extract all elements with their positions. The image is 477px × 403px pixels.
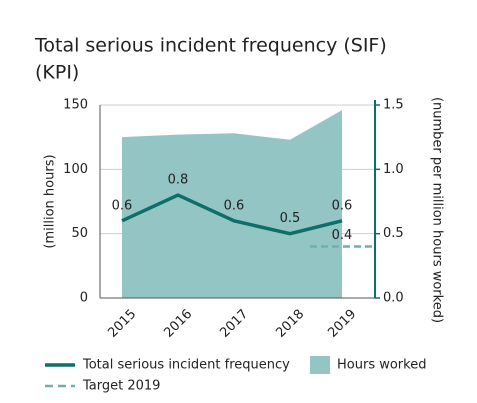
chart-title: (KPI) [35, 62, 79, 84]
y2-tick-label: 0.0 [383, 291, 404, 306]
y2-tick-label: 0.5 [383, 226, 404, 241]
y-axis-label: (million hours) [43, 154, 58, 248]
data-label: 0.6 [224, 198, 245, 213]
legend-swatch [310, 356, 330, 374]
line [121, 193, 343, 236]
data-label: 0.6 [332, 198, 353, 213]
y-tick-label: 150 [63, 98, 88, 113]
data-label: 0.6 [112, 198, 133, 213]
x-tick-label: 2015 [105, 307, 139, 341]
data-label: 0.8 [168, 173, 189, 188]
data-label: 0.5 [280, 211, 301, 226]
target-label: 0.4 [332, 228, 353, 243]
y2-tick-label: 1.5 [383, 98, 404, 113]
y-tick-label: 100 [63, 162, 88, 177]
x-tick-label: 2017 [217, 307, 251, 341]
y-tick-label: 0 [80, 291, 88, 306]
x-tick-label: 2019 [325, 307, 359, 341]
legend-label: Total serious incident frequency [82, 358, 290, 373]
legend-label: Target 2019 [82, 379, 160, 394]
area [122, 110, 342, 298]
legend-label: Hours worked [337, 358, 426, 373]
x-tick-label: 2016 [161, 307, 195, 341]
y2-tick-label: 1.0 [383, 162, 404, 177]
y-tick-label: 50 [71, 226, 88, 241]
y2-axis-label: (number per million hours worked) [430, 97, 445, 323]
x-tick-label: 2018 [273, 307, 307, 341]
chart-title: Total serious incident frequency (SIF) [34, 35, 387, 57]
